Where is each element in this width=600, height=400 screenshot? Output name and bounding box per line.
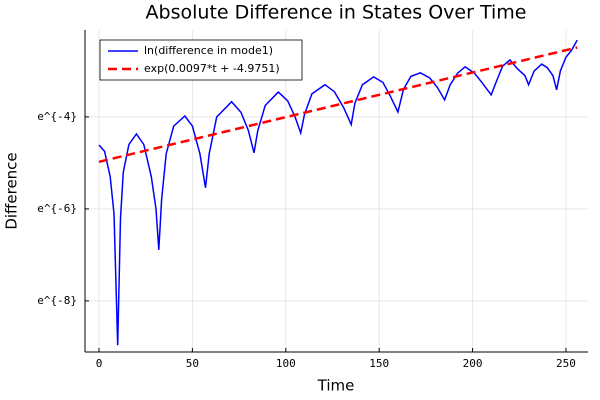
- y-tick-label: e^{-4}: [37, 110, 77, 123]
- x-tick-label: 0: [96, 357, 103, 370]
- y-tick-label: e^{-8}: [37, 294, 77, 307]
- y-axis-label: Difference: [3, 152, 21, 229]
- legend-label: exp(0.0097*t + -4.9751): [144, 62, 280, 75]
- chart-title: Absolute Difference in States Over Time: [146, 2, 527, 24]
- y-tick-label: e^{-6}: [37, 202, 77, 215]
- legend-label: ln(difference in mode1): [144, 44, 273, 57]
- legend-box: [99, 39, 303, 81]
- data-line: [98, 39, 578, 346]
- x-axis-label: Time: [317, 377, 355, 395]
- x-tick-label: 200: [463, 357, 483, 370]
- x-tick-label: 250: [556, 357, 576, 370]
- data-line: [98, 46, 578, 164]
- x-tick-label: 50: [186, 357, 199, 370]
- x-tick-label: 150: [369, 357, 389, 370]
- x-tick-label: 100: [276, 357, 296, 370]
